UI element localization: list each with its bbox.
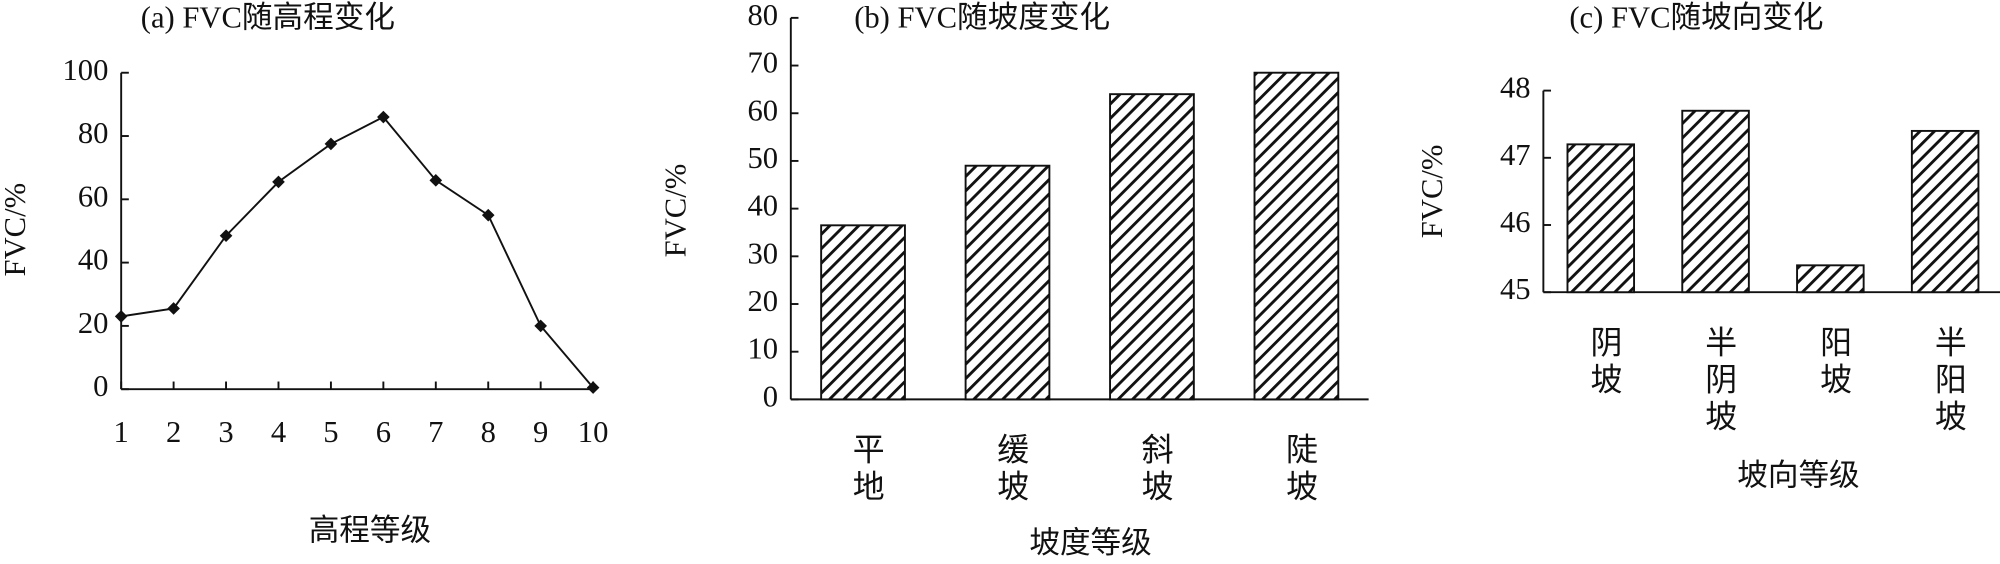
- x-tick-label: 7: [428, 415, 443, 449]
- bar: [1253, 71, 1340, 401]
- x-tick-label: 1: [114, 415, 129, 449]
- y-tick-label: 40: [747, 189, 778, 223]
- data-point: [324, 137, 338, 151]
- y-tick-label: 45: [1500, 272, 1531, 306]
- data-point: [167, 302, 180, 315]
- y-tick-label: 100: [63, 53, 109, 87]
- x-tick-label: 半阴坡: [1701, 325, 1736, 436]
- data-point: [481, 208, 495, 222]
- bar: [1910, 129, 1980, 294]
- data-point: [219, 229, 233, 243]
- y-tick-label: 80: [747, 0, 778, 32]
- x-axis-label: 坡度等级: [1029, 526, 1151, 560]
- bar: [820, 224, 906, 401]
- data-point: [586, 381, 600, 394]
- y-axis-label: FVC/%: [659, 164, 693, 258]
- chart-title: (a) FVC随高程变化: [141, 0, 395, 34]
- data-point: [114, 310, 128, 323]
- x-tick-label: 平地: [849, 433, 884, 507]
- bar: [1109, 93, 1195, 401]
- x-tick-label: 9: [533, 415, 548, 449]
- y-tick-label: 70: [747, 46, 778, 80]
- bar: [1566, 143, 1636, 294]
- x-axis-label: 高程等级: [309, 513, 431, 547]
- x-tick-label: 斜坡: [1138, 433, 1174, 507]
- x-tick-label: 10: [578, 415, 609, 449]
- x-tick-label: 3: [218, 415, 233, 449]
- x-tick-label: 阳坡: [1816, 325, 1851, 399]
- x-tick-label: 阴坡: [1586, 325, 1621, 399]
- y-tick-label: 80: [78, 116, 109, 150]
- x-tick-label: 6: [376, 415, 391, 449]
- y-tick-label: 50: [747, 141, 778, 175]
- bar: [1681, 109, 1750, 294]
- data-point: [272, 175, 285, 189]
- data-line: [121, 115, 594, 389]
- y-tick-label: 20: [78, 306, 109, 340]
- chart-title: (b) FVC随坡度变化: [854, 0, 1110, 34]
- y-axis-label: FVC/%: [1415, 145, 1449, 239]
- x-tick-label: 4: [271, 415, 286, 449]
- x-tick-label: 8: [481, 415, 496, 449]
- y-tick-label: 46: [1500, 205, 1531, 239]
- x-axis-label: 坡向等级: [1737, 459, 1859, 493]
- y-tick-label: 60: [747, 93, 778, 127]
- data-point: [534, 319, 547, 333]
- y-tick-label: 20: [747, 284, 778, 318]
- y-tick-label: 47: [1500, 138, 1531, 172]
- x-tick-label: 2: [166, 415, 181, 449]
- y-tick-label: 10: [747, 332, 778, 366]
- y-tick-label: 0: [763, 379, 778, 413]
- x-tick-label: 半阳坡: [1931, 325, 1966, 436]
- x-tick-label: 陡坡: [1282, 433, 1317, 507]
- bar: [1796, 264, 1865, 294]
- y-tick-label: 0: [93, 369, 108, 403]
- y-axis-label: FVC/%: [0, 183, 32, 277]
- x-tick-label: 缓坡: [993, 433, 1029, 507]
- y-tick-label: 48: [1500, 71, 1531, 105]
- bar: [964, 164, 1051, 401]
- chart-title: (c) FVC随坡向变化: [1569, 0, 1823, 34]
- x-tick-label: 5: [323, 415, 338, 449]
- y-tick-label: 60: [78, 179, 109, 213]
- y-tick-label: 30: [747, 236, 778, 270]
- y-tick-label: 40: [78, 243, 109, 277]
- data-point: [429, 174, 443, 187]
